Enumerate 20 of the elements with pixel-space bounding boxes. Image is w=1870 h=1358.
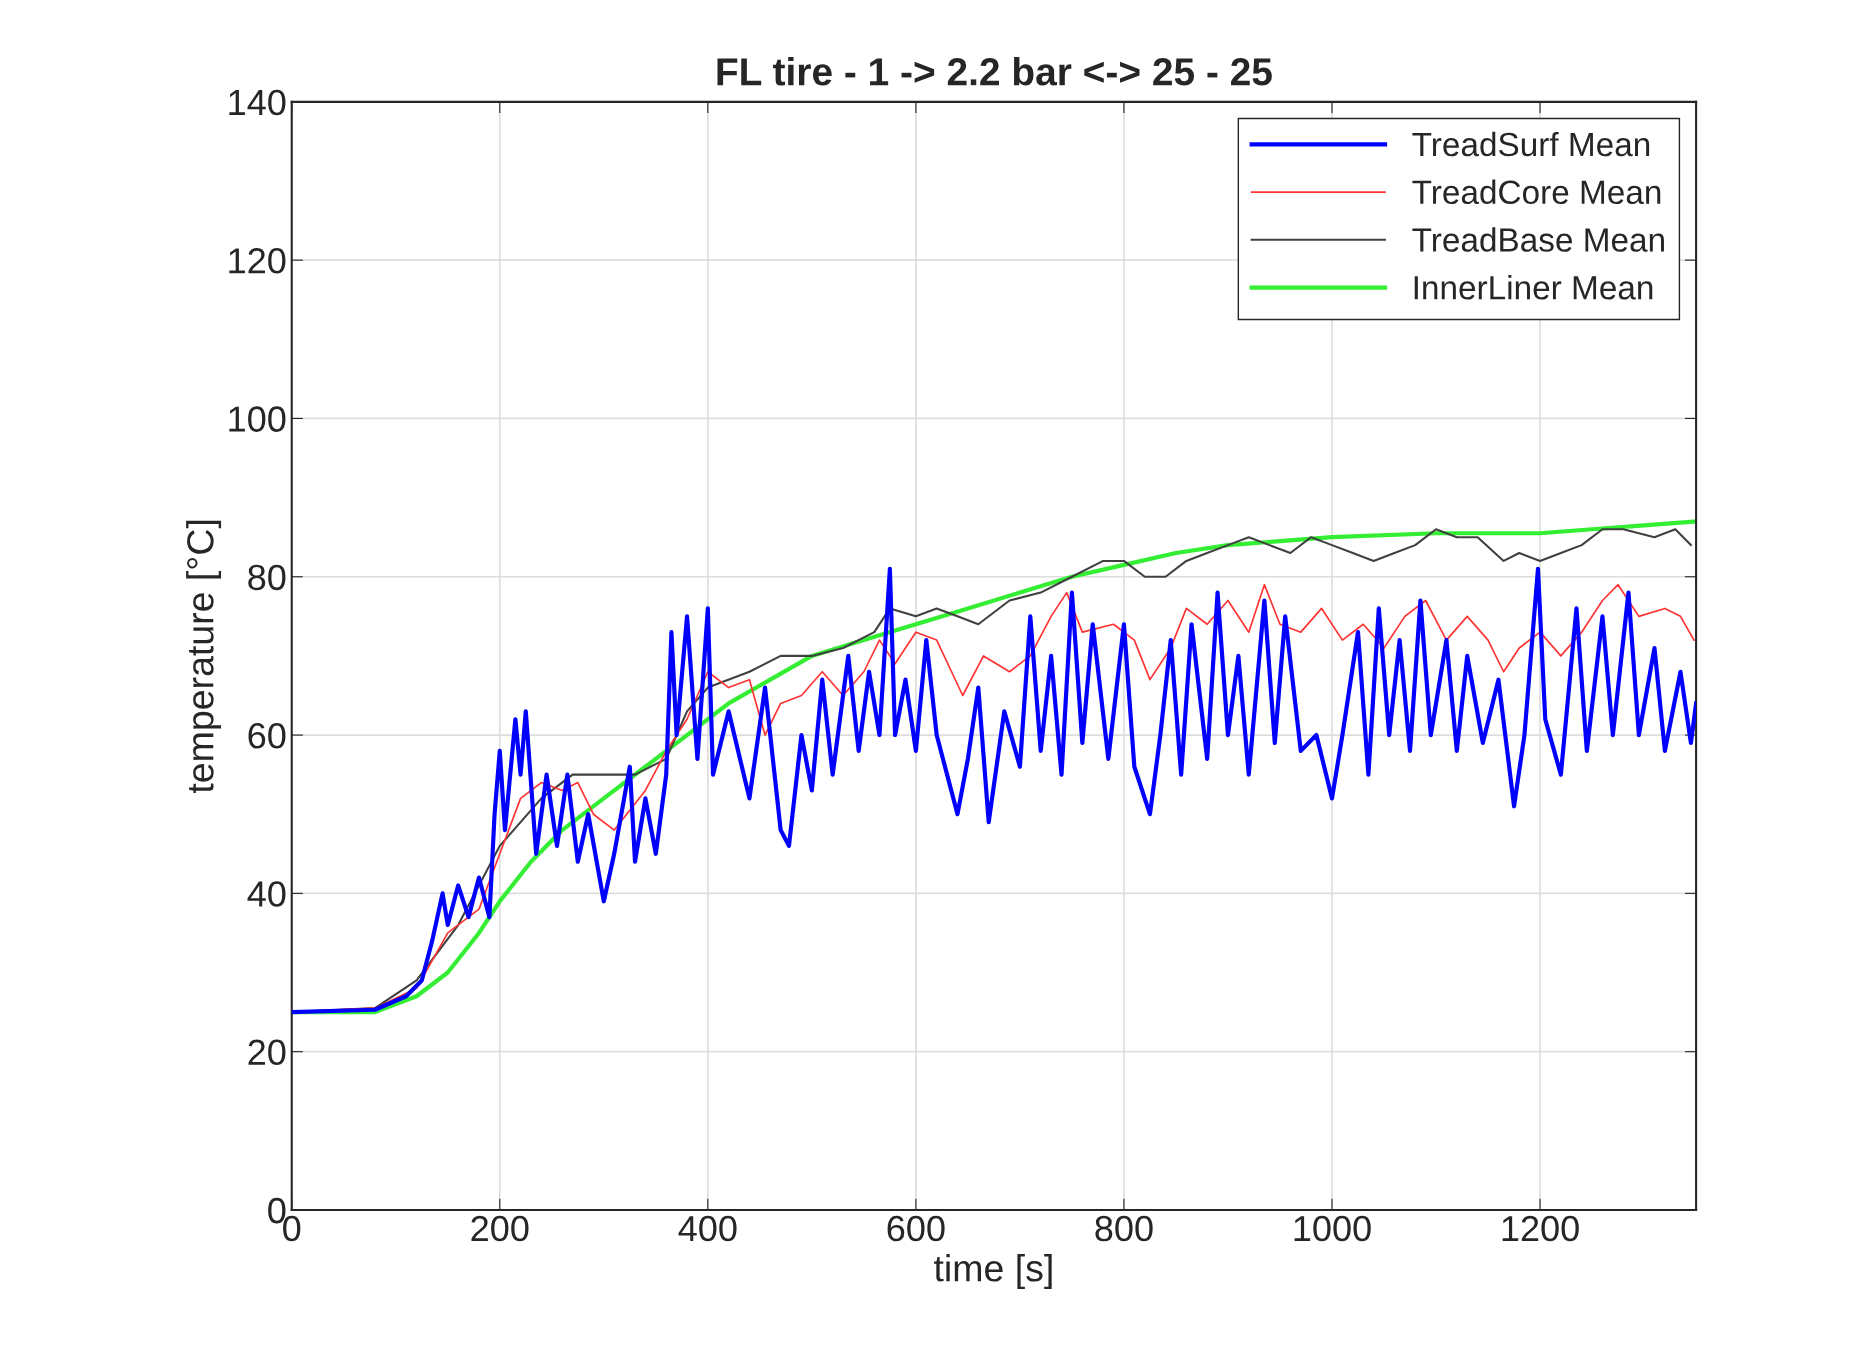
y-tick-label: 140 bbox=[229, 89, 286, 116]
legend-label: TreadSurf Mean bbox=[1412, 131, 1650, 157]
y-tick-label: 20 bbox=[248, 1039, 286, 1066]
legend-label: TreadBase Mean bbox=[1412, 227, 1664, 252]
y-tick-label: 40 bbox=[247, 881, 286, 907]
x-tick-label: 1200 bbox=[1502, 1215, 1579, 1242]
legend-label: InnerLiner Mean bbox=[1414, 275, 1653, 300]
y-axis-title: temperature [°C] bbox=[186, 520, 222, 794]
x-tick-label: 1000 bbox=[1294, 1215, 1371, 1242]
chart-title: FL tire - 1 -> 2.2 bar <-> 25 - 25 bbox=[717, 57, 1272, 86]
legend-label: TreadCore Mean bbox=[1412, 179, 1661, 205]
x-tick-label: 400 bbox=[678, 1215, 737, 1242]
y-tick-label: 100 bbox=[229, 406, 286, 432]
x-tick-label: 800 bbox=[1095, 1215, 1153, 1242]
y-tick-label: 60 bbox=[248, 722, 286, 749]
y-tick-label: 80 bbox=[248, 564, 286, 591]
x-tick-label: 600 bbox=[887, 1215, 945, 1242]
y-tick-label: 120 bbox=[229, 248, 286, 274]
x-axis-title: time [s] bbox=[934, 1254, 1052, 1290]
x-tick-label: 200 bbox=[471, 1215, 529, 1242]
